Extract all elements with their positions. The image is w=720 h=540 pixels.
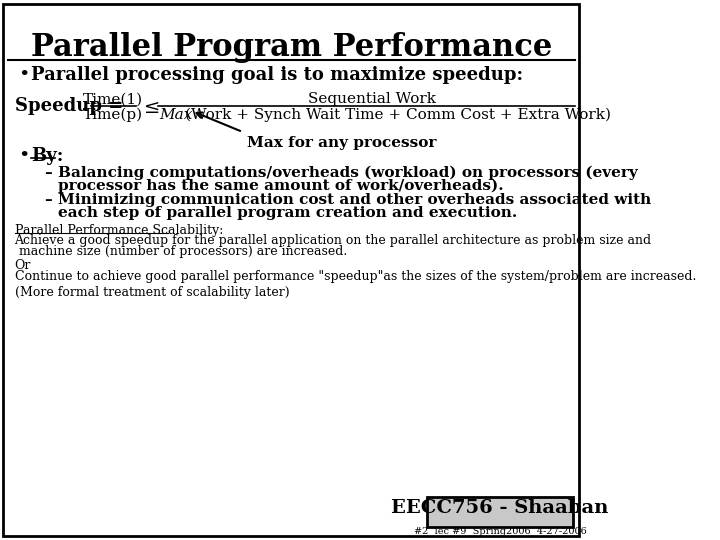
- Text: Time(1): Time(1): [84, 93, 143, 107]
- Text: By:: By:: [31, 147, 63, 165]
- Text: Parallel processing goal is to maximize speedup:: Parallel processing goal is to maximize …: [31, 66, 523, 84]
- FancyBboxPatch shape: [3, 4, 580, 536]
- Text: #2  lec #9  Spring2006  4-27-2006: #2 lec #9 Spring2006 4-27-2006: [414, 528, 587, 537]
- Text: Minimizing communication cost and other overheads associated with: Minimizing communication cost and other …: [58, 193, 652, 207]
- Text: EECC756 - Shaaban: EECC756 - Shaaban: [392, 499, 609, 517]
- Text: Max for any processor: Max for any processor: [247, 136, 436, 150]
- Text: Balancing computations/overheads (workload) on processors (every: Balancing computations/overheads (worklo…: [58, 166, 638, 180]
- Text: Parallel Program Performance: Parallel Program Performance: [31, 32, 552, 63]
- Text: Parallel Performance Scalability:: Parallel Performance Scalability:: [14, 224, 223, 237]
- Text: Max: Max: [159, 108, 193, 122]
- Text: (Work + Synch Wait Time + Comm Cost + Extra Work): (Work + Synch Wait Time + Comm Cost + Ex…: [184, 108, 611, 123]
- Text: Continue to achieve good parallel performance "speedup"as the sizes of the syste: Continue to achieve good parallel perfor…: [14, 270, 696, 283]
- Text: ≤: ≤: [144, 99, 161, 117]
- Text: •: •: [18, 66, 30, 84]
- Text: –: –: [45, 193, 53, 207]
- Text: Sequential Work: Sequential Work: [308, 92, 436, 106]
- Text: •: •: [18, 147, 30, 165]
- FancyBboxPatch shape: [427, 497, 573, 527]
- Text: Time(p): Time(p): [84, 108, 143, 123]
- Text: Speedup =: Speedup =: [14, 97, 129, 115]
- Text: machine size (number of processors) are increased.: machine size (number of processors) are …: [14, 245, 347, 258]
- Text: –: –: [45, 166, 53, 180]
- Text: Achieve a good speedup for the parallel application on the parallel architecture: Achieve a good speedup for the parallel …: [14, 234, 652, 247]
- Text: processor has the same amount of work/overheads).: processor has the same amount of work/ov…: [58, 179, 504, 193]
- Text: Or: Or: [14, 259, 31, 272]
- Text: each step of parallel program creation and execution.: each step of parallel program creation a…: [58, 206, 518, 220]
- Text: (More formal treatment of scalability later): (More formal treatment of scalability la…: [14, 286, 289, 299]
